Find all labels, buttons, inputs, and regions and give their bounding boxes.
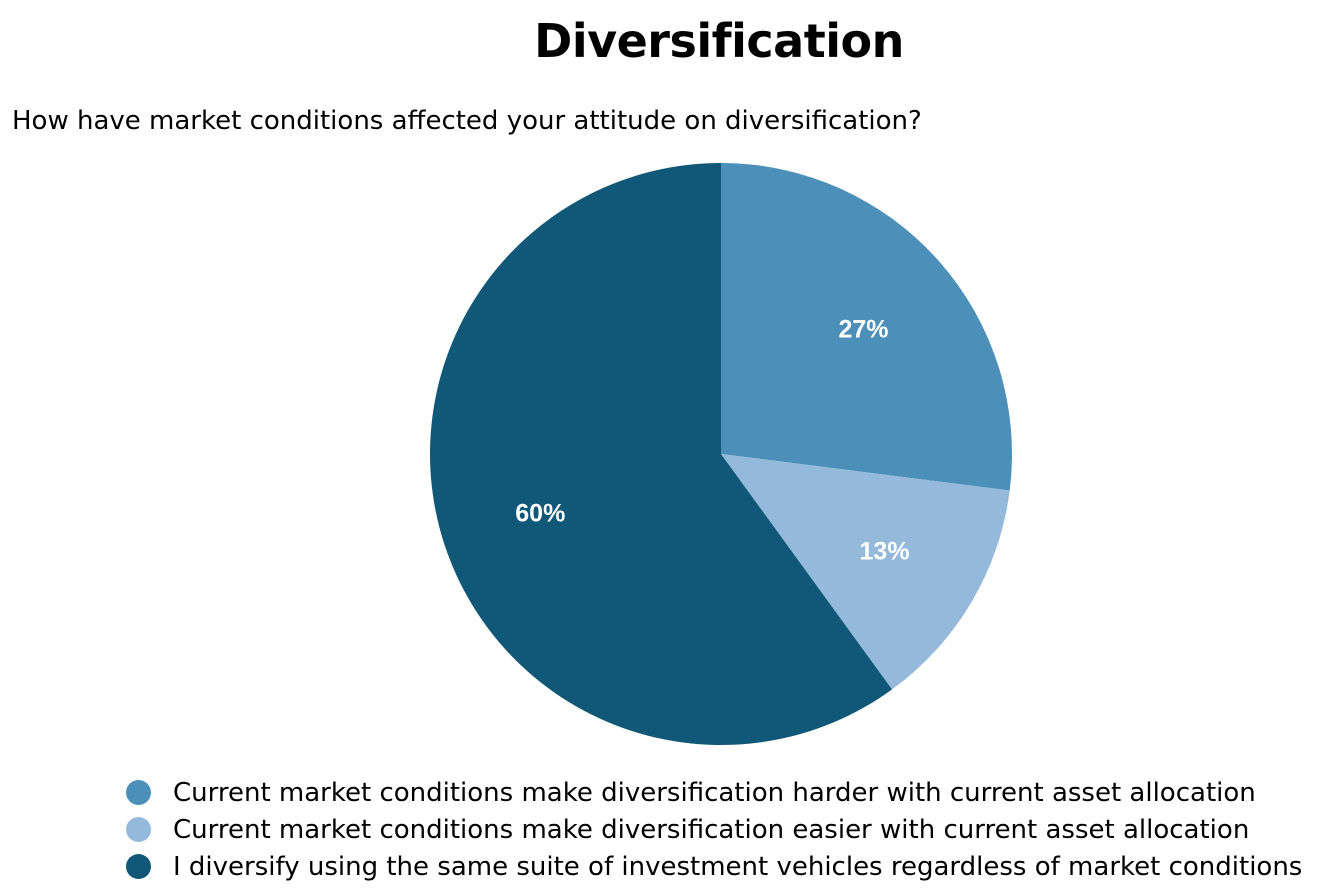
slice-label-same: 60% — [515, 500, 565, 528]
legend-swatch-easier — [126, 817, 151, 842]
legend-label-harder: Current market conditions make diversifi… — [173, 777, 1256, 808]
legend-item-harder: Current market conditions make diversifi… — [126, 774, 1302, 811]
legend-swatch-harder — [126, 780, 151, 805]
legend-label-easier: Current market conditions make diversifi… — [173, 814, 1250, 845]
legend-item-easier: Current market conditions make diversifi… — [126, 811, 1302, 848]
slice-label-harder: 27% — [838, 315, 888, 343]
pie-slice-harder — [721, 163, 1012, 491]
pie-slice-easier — [721, 454, 1010, 690]
chart-subtitle: How have market conditions affected your… — [12, 106, 922, 136]
legend-item-same: I diversify using the same suite of inve… — [126, 848, 1302, 885]
legend-label-same: I diversify using the same suite of inve… — [173, 851, 1303, 882]
legend: Current market conditions make diversifi… — [126, 774, 1302, 885]
pie-slice-same — [429, 163, 893, 745]
legend-swatch-same — [126, 854, 151, 879]
slice-label-easier: 13% — [860, 538, 910, 566]
chart-title: Diversification — [534, 14, 904, 68]
